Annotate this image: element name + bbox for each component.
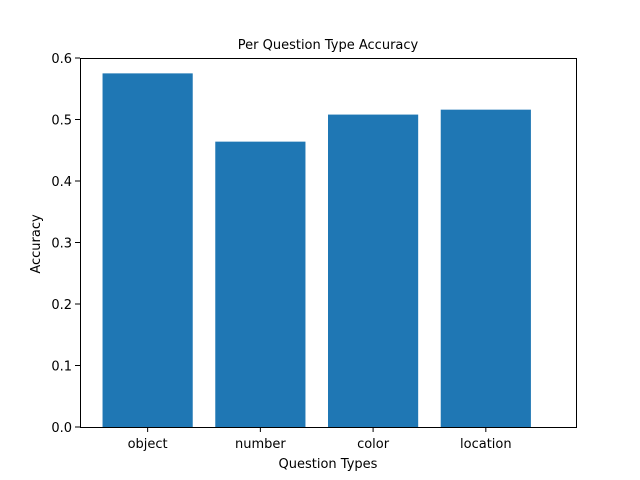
- y-axis: 0.0 0.1 0.2 0.3 0.4 0.5 0.6: [51, 52, 80, 436]
- y-tick-label-4: 0.4: [51, 175, 72, 190]
- x-axis-title: Question Types: [279, 457, 378, 472]
- bar-object: [102, 73, 193, 427]
- y-tick-label-5: 0.5: [51, 114, 72, 129]
- x-tick-label-location: location: [460, 437, 512, 452]
- x-axis: object number color location: [128, 427, 512, 452]
- bar-number: [215, 141, 306, 427]
- x-tick-label-number: number: [235, 437, 286, 452]
- bar-location: [440, 109, 531, 427]
- plot-frame: [80, 58, 577, 428]
- x-tick-label-color: color: [357, 437, 390, 452]
- y-tick-label-2: 0.2: [51, 298, 72, 313]
- bars-group: [102, 73, 531, 427]
- bar-color: [328, 114, 419, 427]
- chart-title: Per Question Type Accuracy: [238, 38, 419, 53]
- y-tick-label-1: 0.1: [51, 360, 72, 375]
- y-tick-label-3: 0.3: [51, 237, 72, 252]
- y-axis-title: Accuracy: [29, 214, 44, 274]
- x-tick-label-object: object: [128, 437, 168, 452]
- y-tick-label-6: 0.6: [51, 52, 72, 67]
- y-tick-label-0: 0.0: [51, 421, 72, 436]
